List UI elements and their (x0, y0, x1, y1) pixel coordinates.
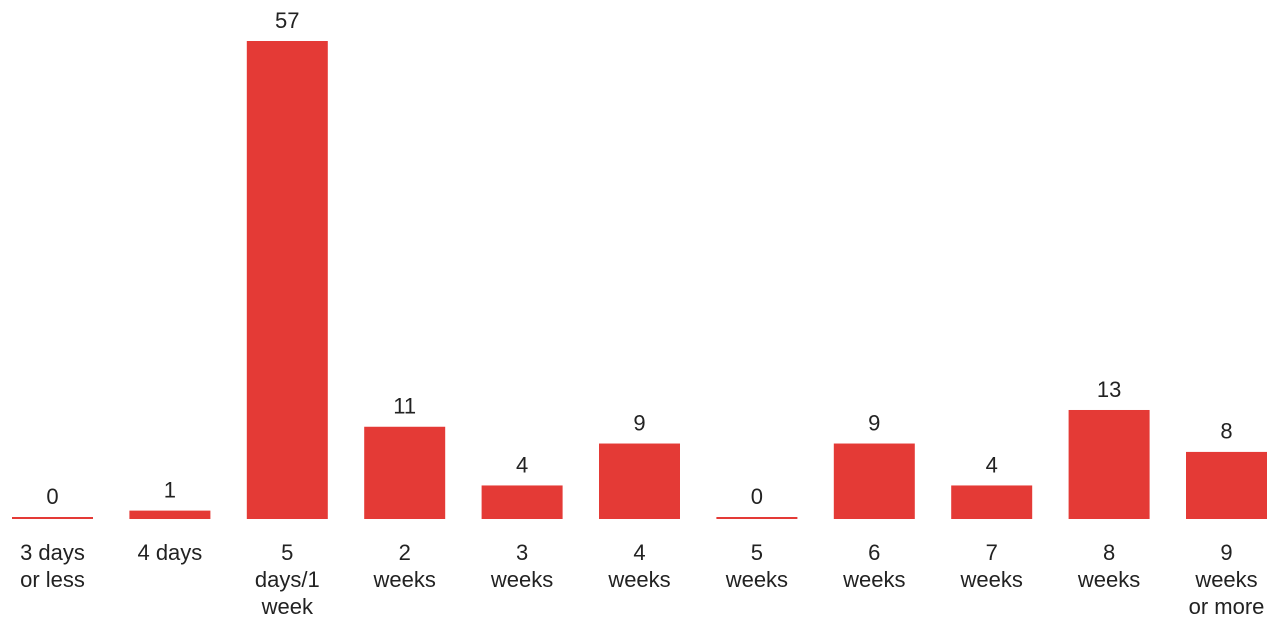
x-tick-label: 9 weeks or more (1188, 540, 1265, 619)
value-label: 4 (986, 452, 998, 477)
value-label: 9 (868, 410, 880, 435)
x-tick-label: 3 days or less (20, 540, 85, 592)
x-tick-label: 4 weeks (608, 540, 671, 592)
bar (833, 443, 915, 519)
value-label: 8 (1220, 419, 1232, 444)
bar (1186, 451, 1267, 519)
value-label: 0 (46, 484, 58, 509)
value-label: 9 (633, 410, 645, 435)
x-tick-label: 8 weeks (1077, 540, 1141, 592)
x-tick-label: 2 weeks (373, 540, 436, 592)
bar (716, 517, 798, 519)
bar (1068, 409, 1150, 519)
bar (129, 510, 211, 519)
bar (364, 426, 446, 519)
x-tick-label: 5 weeks (725, 540, 789, 592)
bar (246, 41, 328, 519)
value-label: 1 (164, 477, 176, 502)
bar (599, 443, 680, 519)
value-label: 57 (275, 8, 299, 33)
x-tick-label: 3 weeks (490, 540, 554, 592)
x-tick-label: 4 days (137, 540, 203, 565)
bar (951, 485, 1033, 519)
bar (12, 517, 93, 519)
x-tick-label: 7 weeks (960, 540, 1023, 592)
x-tick-label: 5 days/1 week (254, 540, 320, 619)
value-label: 0 (751, 484, 763, 509)
value-label: 4 (516, 452, 528, 477)
x-tick-label: 6 weeks (843, 540, 906, 592)
bar (481, 485, 563, 519)
value-label: 13 (1097, 377, 1121, 402)
value-label: 11 (393, 394, 416, 419)
